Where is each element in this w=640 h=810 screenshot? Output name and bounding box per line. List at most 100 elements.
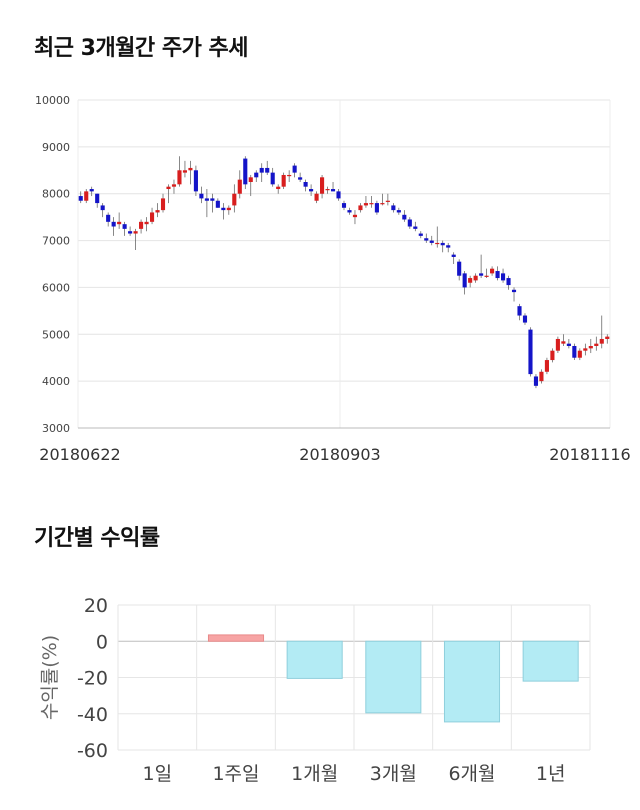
candle-body xyxy=(352,214,358,218)
candle-body xyxy=(204,198,209,201)
candle-body xyxy=(341,203,347,208)
candle-body xyxy=(265,167,270,173)
x-tick-label: 1일 xyxy=(143,763,173,785)
candle-body xyxy=(89,189,94,192)
candle-body xyxy=(325,189,330,191)
candle-body xyxy=(287,174,292,177)
candle-body xyxy=(561,341,566,344)
candle-body xyxy=(605,336,610,339)
returns-bar-chart: 20 0 -20 -40 -60 1일 1주일 1개월 3개월 6개월 1년 수익률(%) xyxy=(39,595,591,785)
candle-body xyxy=(309,189,314,192)
candle-body xyxy=(380,203,385,205)
candle-body xyxy=(363,203,368,206)
candle-body xyxy=(490,268,495,274)
candle-body xyxy=(588,346,593,349)
candle-body xyxy=(577,350,582,358)
candle-body xyxy=(221,207,226,211)
candle-body xyxy=(446,245,451,248)
candle-body xyxy=(484,275,489,277)
candle-body xyxy=(248,177,253,182)
candle-body xyxy=(336,191,341,199)
candle-body xyxy=(281,174,286,187)
x-tick-label: 1년 xyxy=(536,763,566,785)
candle-body xyxy=(374,203,379,213)
candle-body xyxy=(511,289,517,293)
candle-body xyxy=(429,240,434,243)
candle-body xyxy=(594,343,599,346)
candle-body xyxy=(320,177,325,194)
x-tick-label: 6개월 xyxy=(448,763,495,785)
candle-body xyxy=(418,233,423,236)
candle-body xyxy=(391,205,396,211)
candle-body xyxy=(457,261,462,276)
candle-body xyxy=(160,198,166,211)
candle-body xyxy=(149,212,155,222)
candle-body xyxy=(599,338,604,344)
y-tick-label: 7000 xyxy=(42,235,70,248)
candle-body xyxy=(479,273,484,276)
returns-y-axis: 20 0 -20 -40 -60 xyxy=(77,595,108,762)
candle-body xyxy=(555,338,560,351)
candle-body xyxy=(528,329,533,375)
candle-body xyxy=(177,170,182,185)
candle-body xyxy=(533,376,539,386)
x-tick-label: 3개월 xyxy=(370,763,417,785)
y-tick-label: -40 xyxy=(77,704,108,726)
candle-body xyxy=(215,200,220,208)
candle-body xyxy=(276,186,281,190)
candle-body xyxy=(237,179,242,194)
y-tick-label: 8000 xyxy=(42,188,70,201)
candle-body xyxy=(232,193,237,206)
candle-body xyxy=(270,172,275,185)
y-tick-label: 10000 xyxy=(35,94,70,107)
candle-body xyxy=(193,170,198,192)
candle-body xyxy=(473,275,478,281)
candle-body xyxy=(495,271,500,279)
candle-body xyxy=(402,214,407,220)
return-bar xyxy=(207,634,265,642)
candle-body xyxy=(78,196,83,201)
candle-body xyxy=(128,231,133,234)
candle-body xyxy=(303,182,308,187)
candle-body xyxy=(440,242,445,246)
return-bar xyxy=(286,640,343,679)
candle-body xyxy=(566,343,571,346)
candle-body xyxy=(139,221,144,229)
candle-body xyxy=(188,167,193,171)
y-tick-label: -20 xyxy=(77,668,108,690)
candle-body xyxy=(243,158,248,185)
candle-y-axis: 3000 4000 5000 6000 7000 8000 9000 10000 xyxy=(35,94,70,435)
candle-body xyxy=(358,205,363,211)
candle-grid xyxy=(77,99,611,429)
candle-body xyxy=(314,193,319,201)
candle-body xyxy=(517,306,522,316)
candle-body xyxy=(385,200,390,202)
candle-body xyxy=(259,167,264,173)
return-bar xyxy=(443,640,501,723)
candle-body xyxy=(544,360,549,372)
candle-body xyxy=(550,350,555,361)
candle-body xyxy=(407,219,412,227)
candle-body xyxy=(424,238,429,241)
candlestick-chart: 3000 4000 5000 6000 7000 8000 9000 10000 201806… xyxy=(35,94,631,464)
candle-body xyxy=(539,371,544,382)
candle-body xyxy=(182,170,188,173)
candle-body xyxy=(199,193,204,199)
x-tick-label: 20180622 xyxy=(39,445,120,464)
y-tick-label: -60 xyxy=(77,740,108,762)
candle-body xyxy=(144,221,149,225)
candle-body xyxy=(413,226,418,229)
y-tick-label: 6000 xyxy=(42,281,70,294)
candle-body xyxy=(122,224,127,229)
x-tick-label: 20181116 xyxy=(549,445,630,464)
candle-x-axis: 20180622 20180903 20181116 xyxy=(39,445,630,464)
candle-body xyxy=(254,172,259,178)
candle-body xyxy=(117,221,122,225)
candle-body xyxy=(210,198,215,201)
candle-body xyxy=(330,189,336,192)
candle-body xyxy=(133,231,138,234)
candle-body xyxy=(155,210,160,213)
candle-body xyxy=(369,203,374,205)
candle-body xyxy=(111,221,116,227)
candle-body xyxy=(171,184,177,187)
